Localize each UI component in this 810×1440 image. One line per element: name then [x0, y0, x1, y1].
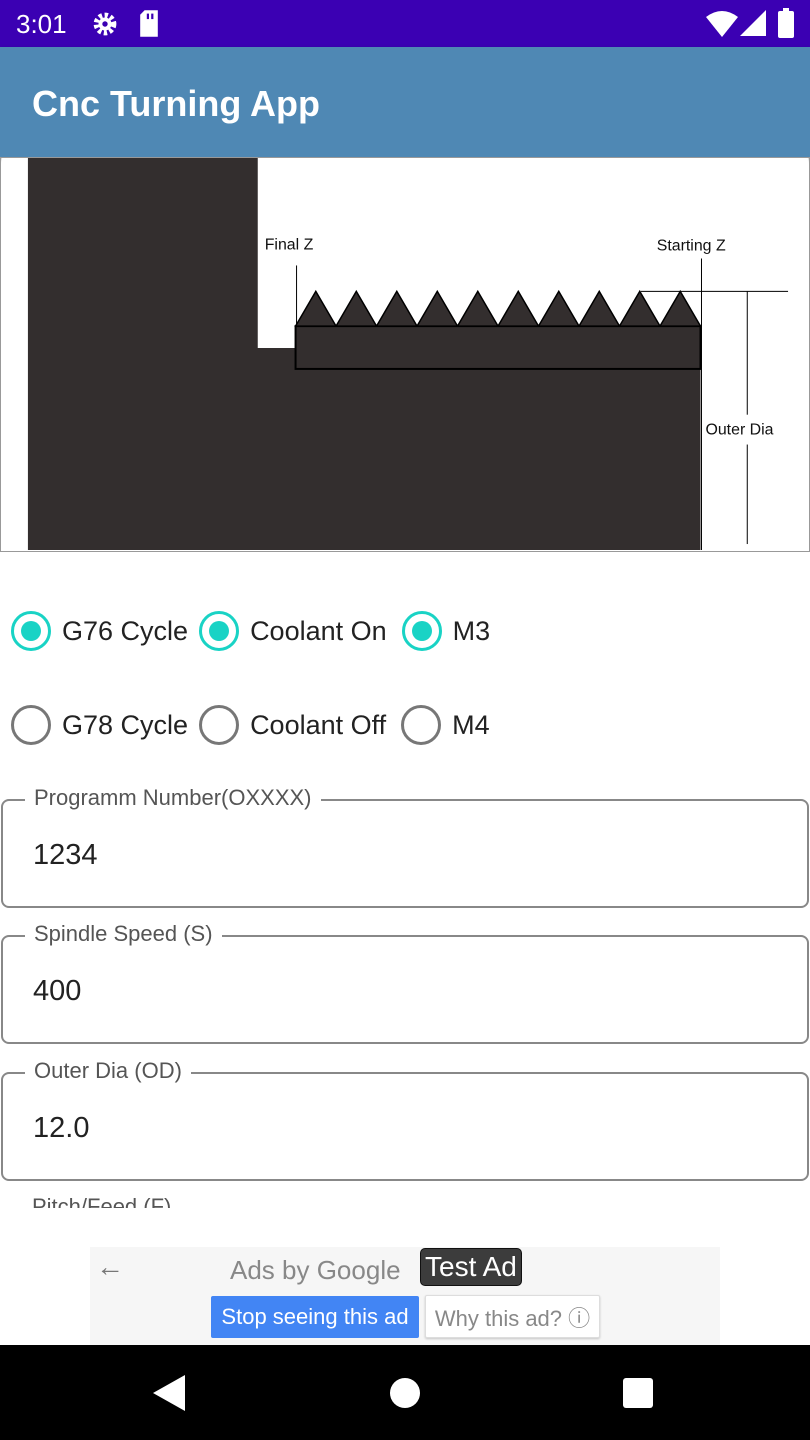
radio-unchecked-icon — [11, 705, 51, 745]
gear-icon — [93, 12, 117, 36]
navigation-bar — [0, 1345, 810, 1440]
program-number-field[interactable]: Programm Number(OXXXX) — [1, 785, 809, 908]
options-row-2: G78 Cycle Coolant Off M4 — [0, 700, 502, 750]
spindle-speed-field[interactable]: Spindle Speed (S) — [1, 921, 809, 1044]
radio-coolant-off[interactable]: Coolant Off — [188, 705, 386, 745]
app-title: Cnc Turning App — [32, 83, 320, 124]
back-icon[interactable] — [153, 1375, 185, 1411]
why-this-ad-button[interactable]: Why this ad? ⓘ — [425, 1295, 600, 1338]
back-arrow-icon[interactable]: ← — [96, 1251, 124, 1282]
radio-m3[interactable]: M3 — [391, 611, 490, 651]
signal-icon — [740, 10, 766, 36]
radio-g78-cycle[interactable]: G78 Cycle — [0, 705, 188, 745]
radio-checked-icon — [401, 611, 442, 651]
ad-brand: Ads by Google — [230, 1255, 401, 1285]
clock: 3:01 — [16, 9, 67, 39]
radio-unchecked-icon — [199, 705, 240, 745]
radio-checked-icon — [11, 611, 51, 651]
test-ad-badge: Test Ad — [420, 1248, 522, 1286]
program-number-input[interactable] — [33, 839, 733, 872]
outer-dia-input[interactable] — [33, 1112, 733, 1145]
recents-icon[interactable] — [623, 1378, 653, 1408]
options-row-1: G76 Cycle Coolant On M3 — [0, 606, 502, 656]
sd-card-icon — [140, 10, 158, 37]
status-bar: 3:01 — [0, 0, 810, 47]
ad-banner: ← Ads by Google Test Ad Stop seeing this… — [90, 1247, 720, 1345]
wifi-icon — [706, 11, 738, 37]
stop-seeing-ad-button[interactable]: Stop seeing this ad — [211, 1296, 419, 1338]
radio-checked-icon — [199, 611, 240, 651]
thread-diagram: Final Z Starting Z Outer Dia — [0, 157, 810, 552]
app-bar: Cnc Turning App — [0, 47, 810, 157]
thread-teeth — [294, 289, 702, 327]
spindle-speed-input[interactable] — [33, 975, 733, 1008]
pitch-feed-field-label[interactable]: Pitch/Feed (F) — [32, 1196, 171, 1208]
battery-icon — [778, 8, 794, 38]
final-z-label: Final Z — [265, 237, 314, 254]
radio-m4[interactable]: M4 — [390, 705, 490, 745]
outer-dia-label: Outer Dia — [705, 422, 773, 439]
radio-g76-cycle[interactable]: G76 Cycle — [0, 611, 188, 651]
home-icon[interactable] — [390, 1378, 420, 1408]
outer-dia-field[interactable]: Outer Dia (OD) — [1, 1058, 809, 1181]
radio-coolant-on[interactable]: Coolant On — [188, 611, 387, 651]
radio-unchecked-icon — [401, 705, 442, 745]
starting-z-label: Starting Z — [657, 238, 726, 255]
